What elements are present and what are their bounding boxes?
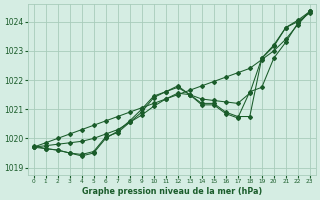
X-axis label: Graphe pression niveau de la mer (hPa): Graphe pression niveau de la mer (hPa) [82, 187, 262, 196]
